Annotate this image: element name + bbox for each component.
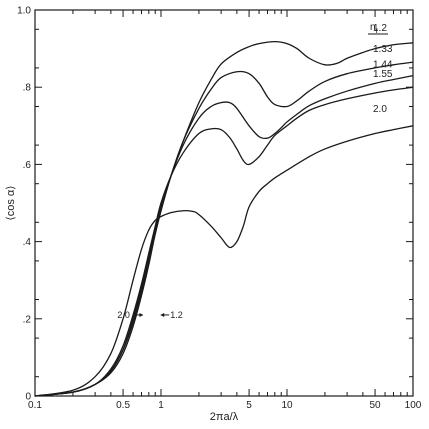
y-axis-label: ⟨cos α⟩ <box>5 185 17 220</box>
series-label: 2.0 <box>373 104 387 115</box>
x-axis-label: 2πa/λ <box>210 411 239 423</box>
series-label: 1.2 <box>373 23 387 34</box>
series-label: 1.44 <box>373 60 393 71</box>
annotations: 2.0 1.2 <box>117 310 182 320</box>
y-tick-label: .4 <box>23 237 32 248</box>
y-tick-label: 1.0 <box>17 6 31 17</box>
series-line-1-44 <box>34 74 414 397</box>
legend-header: nr <box>370 22 379 35</box>
series-labels: 1.2 1.33 1.441.55 2.0 <box>373 23 393 115</box>
series-line-1-33 <box>34 61 414 397</box>
y-tick-label: .6 <box>23 160 32 171</box>
x-tick-label: 50 <box>370 400 382 411</box>
y-tick-label: .8 <box>23 83 32 94</box>
series-line-2-0 <box>34 125 414 397</box>
series-line-1-2 <box>34 40 414 397</box>
series-label: 1.55 <box>373 69 393 80</box>
axis-ticks <box>34 9 414 397</box>
x-tick-label: 10 <box>281 400 293 411</box>
plot-frame <box>34 9 414 397</box>
annotation-arrowhead <box>160 312 165 317</box>
tick-labels: 0.1 0.5 1 5 10 50 100 0 .2 .4 .6 .8 1.0 <box>17 6 422 412</box>
annotation-label: 1.2 <box>170 310 183 320</box>
series-line-1-55 <box>34 86 414 397</box>
annotation-arrowhead <box>139 312 144 317</box>
x-tick-label: 0.1 <box>28 400 42 411</box>
x-tick-label: 5 <box>246 400 252 411</box>
x-tick-label: 0.5 <box>116 400 130 411</box>
y-tick-label: 0 <box>25 392 31 403</box>
x-tick-label: 100 <box>405 400 422 411</box>
annotation-label: 2.0 <box>117 310 130 320</box>
series-label: 1.33 <box>373 44 393 55</box>
y-tick-label: .2 <box>23 314 32 325</box>
x-tick-label: 1 <box>158 400 164 411</box>
series-curves <box>34 40 414 397</box>
